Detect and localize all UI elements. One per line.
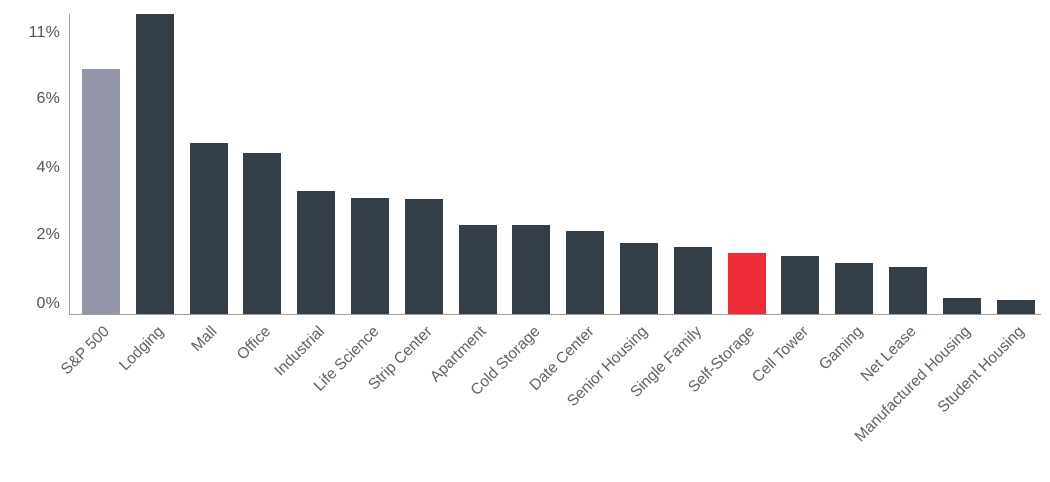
bar-single-family (673, 246, 712, 314)
x-category-label: Gaming (815, 323, 867, 374)
bar-industrial (297, 191, 336, 314)
bar-apartment (458, 225, 497, 314)
y-tick-label: 4% (36, 158, 60, 176)
bar-manufactured-housing (942, 298, 981, 314)
bar-mall (189, 143, 228, 314)
plot-area: 0% 2% 4% 6% 11% S&P 500 Lodging Mall Office Indu… (29, 14, 1041, 445)
x-category-label: S&P 500 (57, 323, 114, 379)
bar-strip-center (404, 198, 443, 314)
x-category-label: Office (233, 323, 275, 364)
y-tick-label: 6% (36, 89, 60, 107)
bar-office (243, 153, 282, 314)
bar-gaming (835, 262, 874, 314)
bar-cold-storage (512, 225, 551, 314)
bar-lodging (135, 14, 174, 314)
y-tick-label: 11% (28, 23, 60, 41)
x-category-label: Cell Tower (749, 323, 813, 386)
y-tick-label: 2% (36, 226, 60, 244)
bar-date-center (566, 230, 605, 314)
bar-self-storage (727, 252, 766, 314)
x-category-label: Lodging (115, 323, 167, 375)
x-category-label: Mall (188, 323, 221, 356)
bar-cell-tower (781, 256, 820, 314)
bar-s-p-500 (82, 68, 120, 314)
bar-life-science (351, 198, 389, 314)
bar-net-lease (889, 267, 927, 314)
bar-student-housing (996, 299, 1035, 314)
y-tick-label: 0% (36, 294, 60, 312)
bar-senior-housing (620, 243, 658, 314)
